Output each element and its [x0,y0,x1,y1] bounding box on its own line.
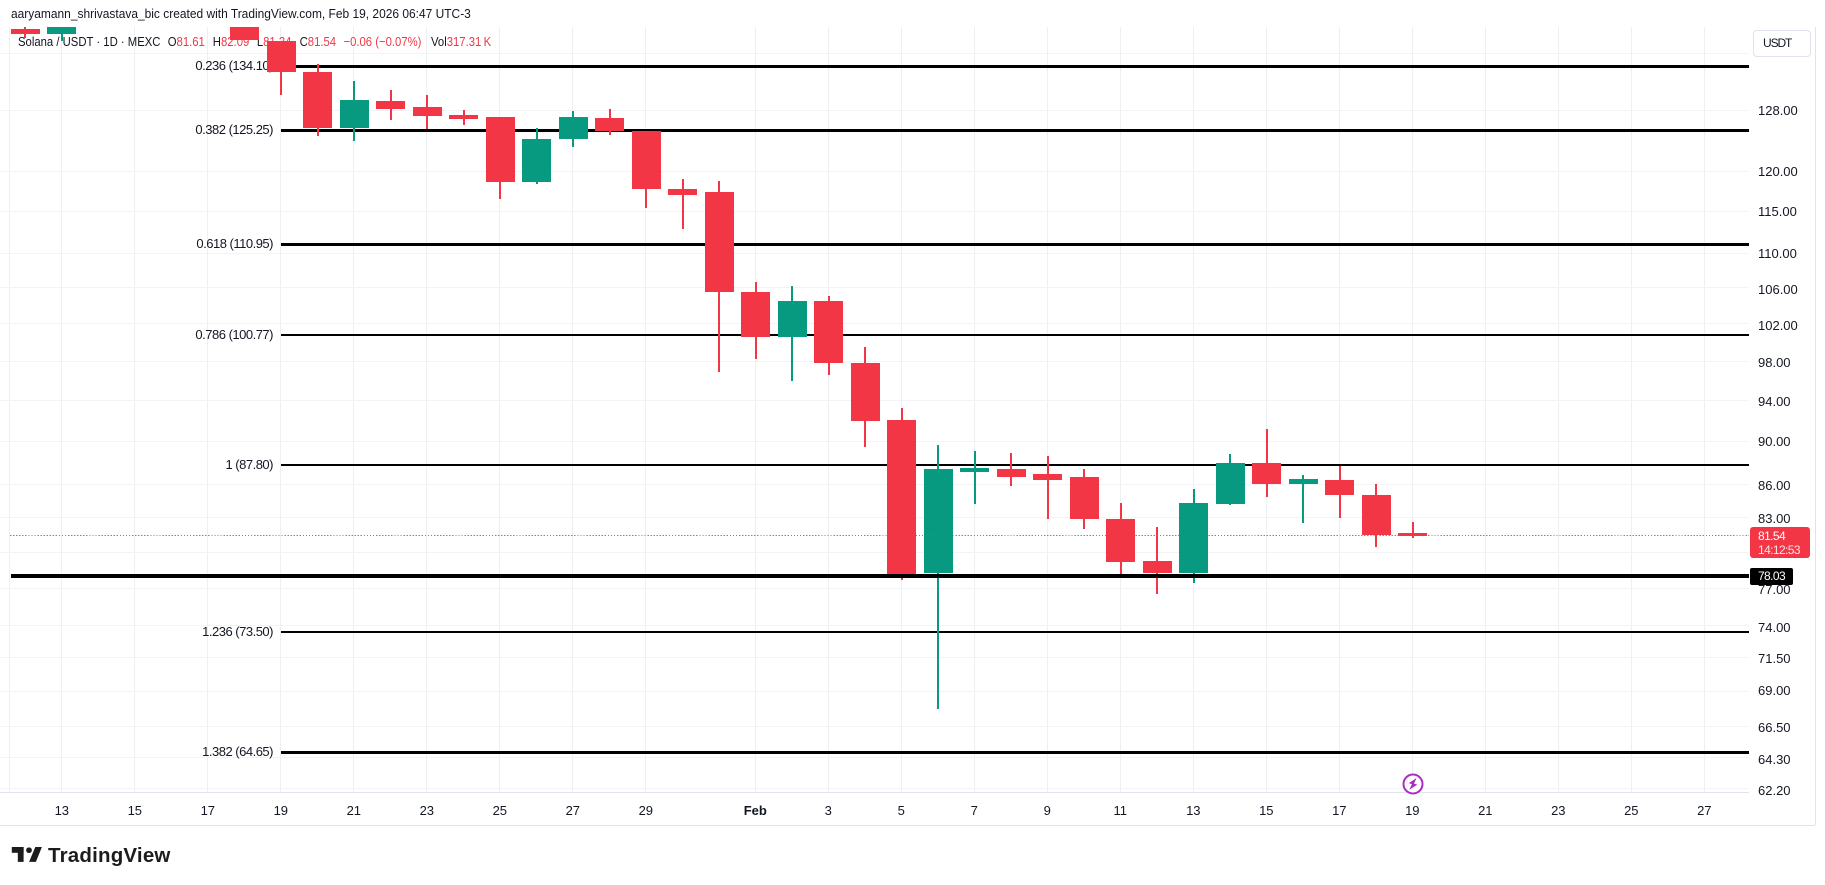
svg-text:TradingView: TradingView [48,844,171,867]
